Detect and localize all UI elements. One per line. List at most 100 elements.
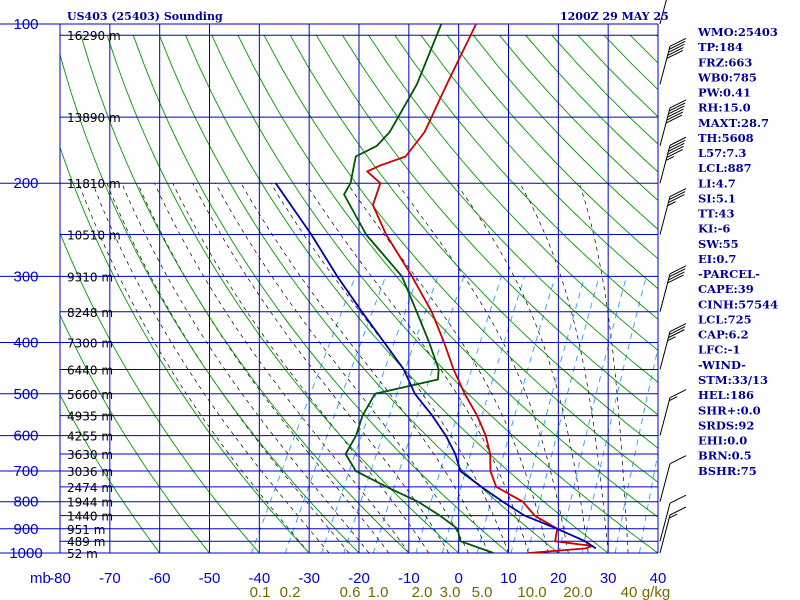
moist-adiabat-line [106,183,350,553]
wind-barb-flag [668,329,685,339]
height-label: 3630 m [67,448,113,462]
mixing-ratio-label: 10.0 [517,584,546,600]
height-label: 16290 m [67,29,121,43]
temperature-tick-label: 30 [600,570,617,587]
wind-barb-flag [669,455,687,465]
temperature-tick-label: -80 [49,570,71,587]
wind-barb-flag [666,111,684,121]
wind-barb-staff [659,503,671,542]
wind-barb-flag [669,389,687,399]
wind-barbs [659,0,687,554]
mixing-ratio-label: 0.1 [250,584,271,600]
moist-adiabat-line [240,183,489,553]
wind-barb-flag [667,46,684,56]
height-label: 11810 m [67,177,121,191]
dry-adiabat-line [394,34,658,320]
mixing-ratio-line [527,276,600,553]
height-label: 7300 m [67,336,113,350]
wind-barb-flag [669,99,687,109]
sounding-traces [274,24,597,553]
wind-barb [659,506,687,554]
dry-adiabat-line [158,35,560,553]
height-label: 9310 m [67,270,113,284]
pressure-tick-label: 900 [13,521,38,538]
index-value: TT:43 [698,207,735,221]
dry-adiabats [60,34,658,553]
index-value: WMO:25403 [697,25,778,39]
dry-adiabat-line [60,145,310,553]
mixing-ratio-line [638,451,658,553]
height-label: 10510 m [67,229,121,243]
height-label: 4935 m [67,410,113,424]
wind-barb-staff [659,331,671,370]
valid-time: 1200Z 29 MAY 25 [560,10,669,23]
height-label: 13890 m [67,111,121,125]
index-value: PW:0.41 [698,86,751,100]
wind-barb-flag [667,274,684,284]
height-label: 2474 m [67,481,113,495]
wind-barb-staff [659,46,671,85]
dry-adiabat-line [60,52,360,553]
mixing-ratio-line [284,276,387,553]
temperature-tick-label: 0 [454,570,462,587]
wind-barb-flag [668,139,686,149]
height-label: 4255 m [67,430,113,444]
height-label: 8248 m [67,306,113,320]
wind-barb-flag [669,506,687,516]
wind-barb-staff [659,145,671,184]
wind-barb-flag [669,265,687,275]
moist-adiabat-line [519,183,609,553]
index-value: SI:5.1 [698,191,736,205]
wind-barb-flag [668,102,686,112]
wind-barb-flag [666,49,684,59]
height-label: 1944 m [67,496,113,510]
wind-barb-staff [659,0,667,25]
wind-barb-flag [668,194,685,204]
dry-adiabat-line [263,34,658,483]
pressure-tick-label: 300 [13,268,38,285]
dry-adiabat-line [211,35,658,553]
wind-barb-flag [667,145,684,155]
pressure-tick-label: 400 [13,334,38,351]
wind-barb-staff [659,196,671,235]
dewpoint-trace [343,24,494,553]
wind-barb [659,455,687,502]
wind-barb [659,99,687,147]
pressure-tick-label: 1000 [9,545,42,562]
wind-barb-flag [669,37,687,47]
index-value: HEL:186 [698,388,754,402]
wind-barb-flag [665,114,683,124]
mixing-ratio-label: 0.6 [340,584,361,600]
index-value: KI:-6 [698,222,730,236]
dry-adiabat-line [80,35,410,553]
moist-adiabat-line [78,183,310,553]
index-value: -PARCEL- [698,267,760,281]
wind-barb [659,0,667,25]
mixing-ratio-line [251,276,356,553]
moist-adiabat-line [121,183,370,553]
wind-barb-flag [667,201,676,207]
dry-adiabat-line [60,231,260,553]
wind-barb [659,188,687,235]
dry-adiabat-line [106,35,460,553]
height-label: 951 m [67,523,105,537]
moist-adiabat-line [579,183,629,553]
temperature-tick-label: 10 [500,570,517,587]
wind-barb-staff [659,514,671,554]
pressure-tick-label: 800 [13,494,38,511]
moist-adiabat-line [154,183,410,553]
pressure-tick-label: 600 [13,428,38,445]
wind-barb-staff [659,107,671,147]
wind-barb [659,136,687,184]
mixing-ratio-line [510,276,586,553]
dry-adiabat-line [289,34,658,449]
dry-adiabat-line [368,34,658,351]
wind-barb-flag [669,494,687,504]
dry-adiabat-line [315,34,658,416]
index-value: TP:184 [698,40,743,54]
dry-adiabat-line [185,35,609,553]
index-value: WB0:785 [697,70,757,84]
index-value: EI:0.7 [698,252,736,266]
